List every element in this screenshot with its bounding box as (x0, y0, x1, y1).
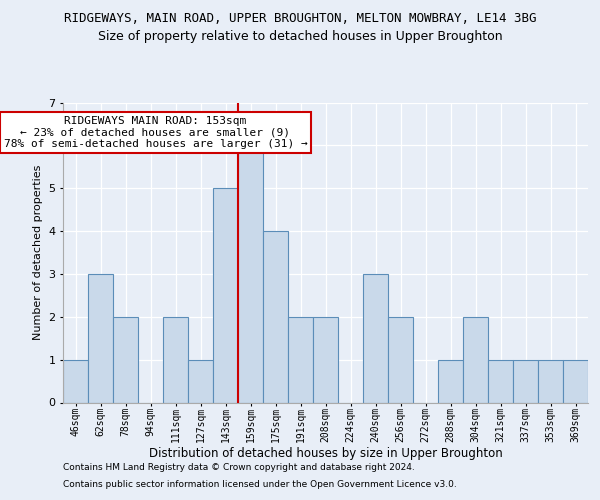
Bar (238, 146, 263, 402)
Text: Contains public sector information licensed under the Open Government Licence v3: Contains public sector information licen… (63, 480, 457, 489)
Bar (113, 317, 138, 402)
Bar (313, 317, 338, 402)
Text: Contains HM Land Registry data © Crown copyright and database right 2024.: Contains HM Land Registry data © Crown c… (63, 464, 415, 472)
Bar (188, 360, 213, 403)
X-axis label: Distribution of detached houses by size in Upper Broughton: Distribution of detached houses by size … (149, 448, 502, 460)
Bar (163, 317, 188, 402)
Bar (288, 317, 313, 402)
Bar (213, 188, 238, 402)
Bar (513, 360, 538, 403)
Bar (363, 274, 388, 402)
Bar (88, 274, 113, 402)
Y-axis label: Number of detached properties: Number of detached properties (32, 165, 43, 340)
Bar (63, 360, 88, 403)
Bar (388, 317, 413, 402)
Bar (263, 231, 288, 402)
Bar (538, 360, 563, 403)
Bar (563, 360, 588, 403)
Bar (463, 317, 488, 402)
Text: RIDGEWAYS MAIN ROAD: 153sqm
← 23% of detached houses are smaller (9)
78% of semi: RIDGEWAYS MAIN ROAD: 153sqm ← 23% of det… (4, 116, 307, 150)
Bar (488, 360, 513, 403)
Text: RIDGEWAYS, MAIN ROAD, UPPER BROUGHTON, MELTON MOWBRAY, LE14 3BG: RIDGEWAYS, MAIN ROAD, UPPER BROUGHTON, M… (64, 12, 536, 26)
Text: Size of property relative to detached houses in Upper Broughton: Size of property relative to detached ho… (98, 30, 502, 43)
Bar (438, 360, 463, 403)
